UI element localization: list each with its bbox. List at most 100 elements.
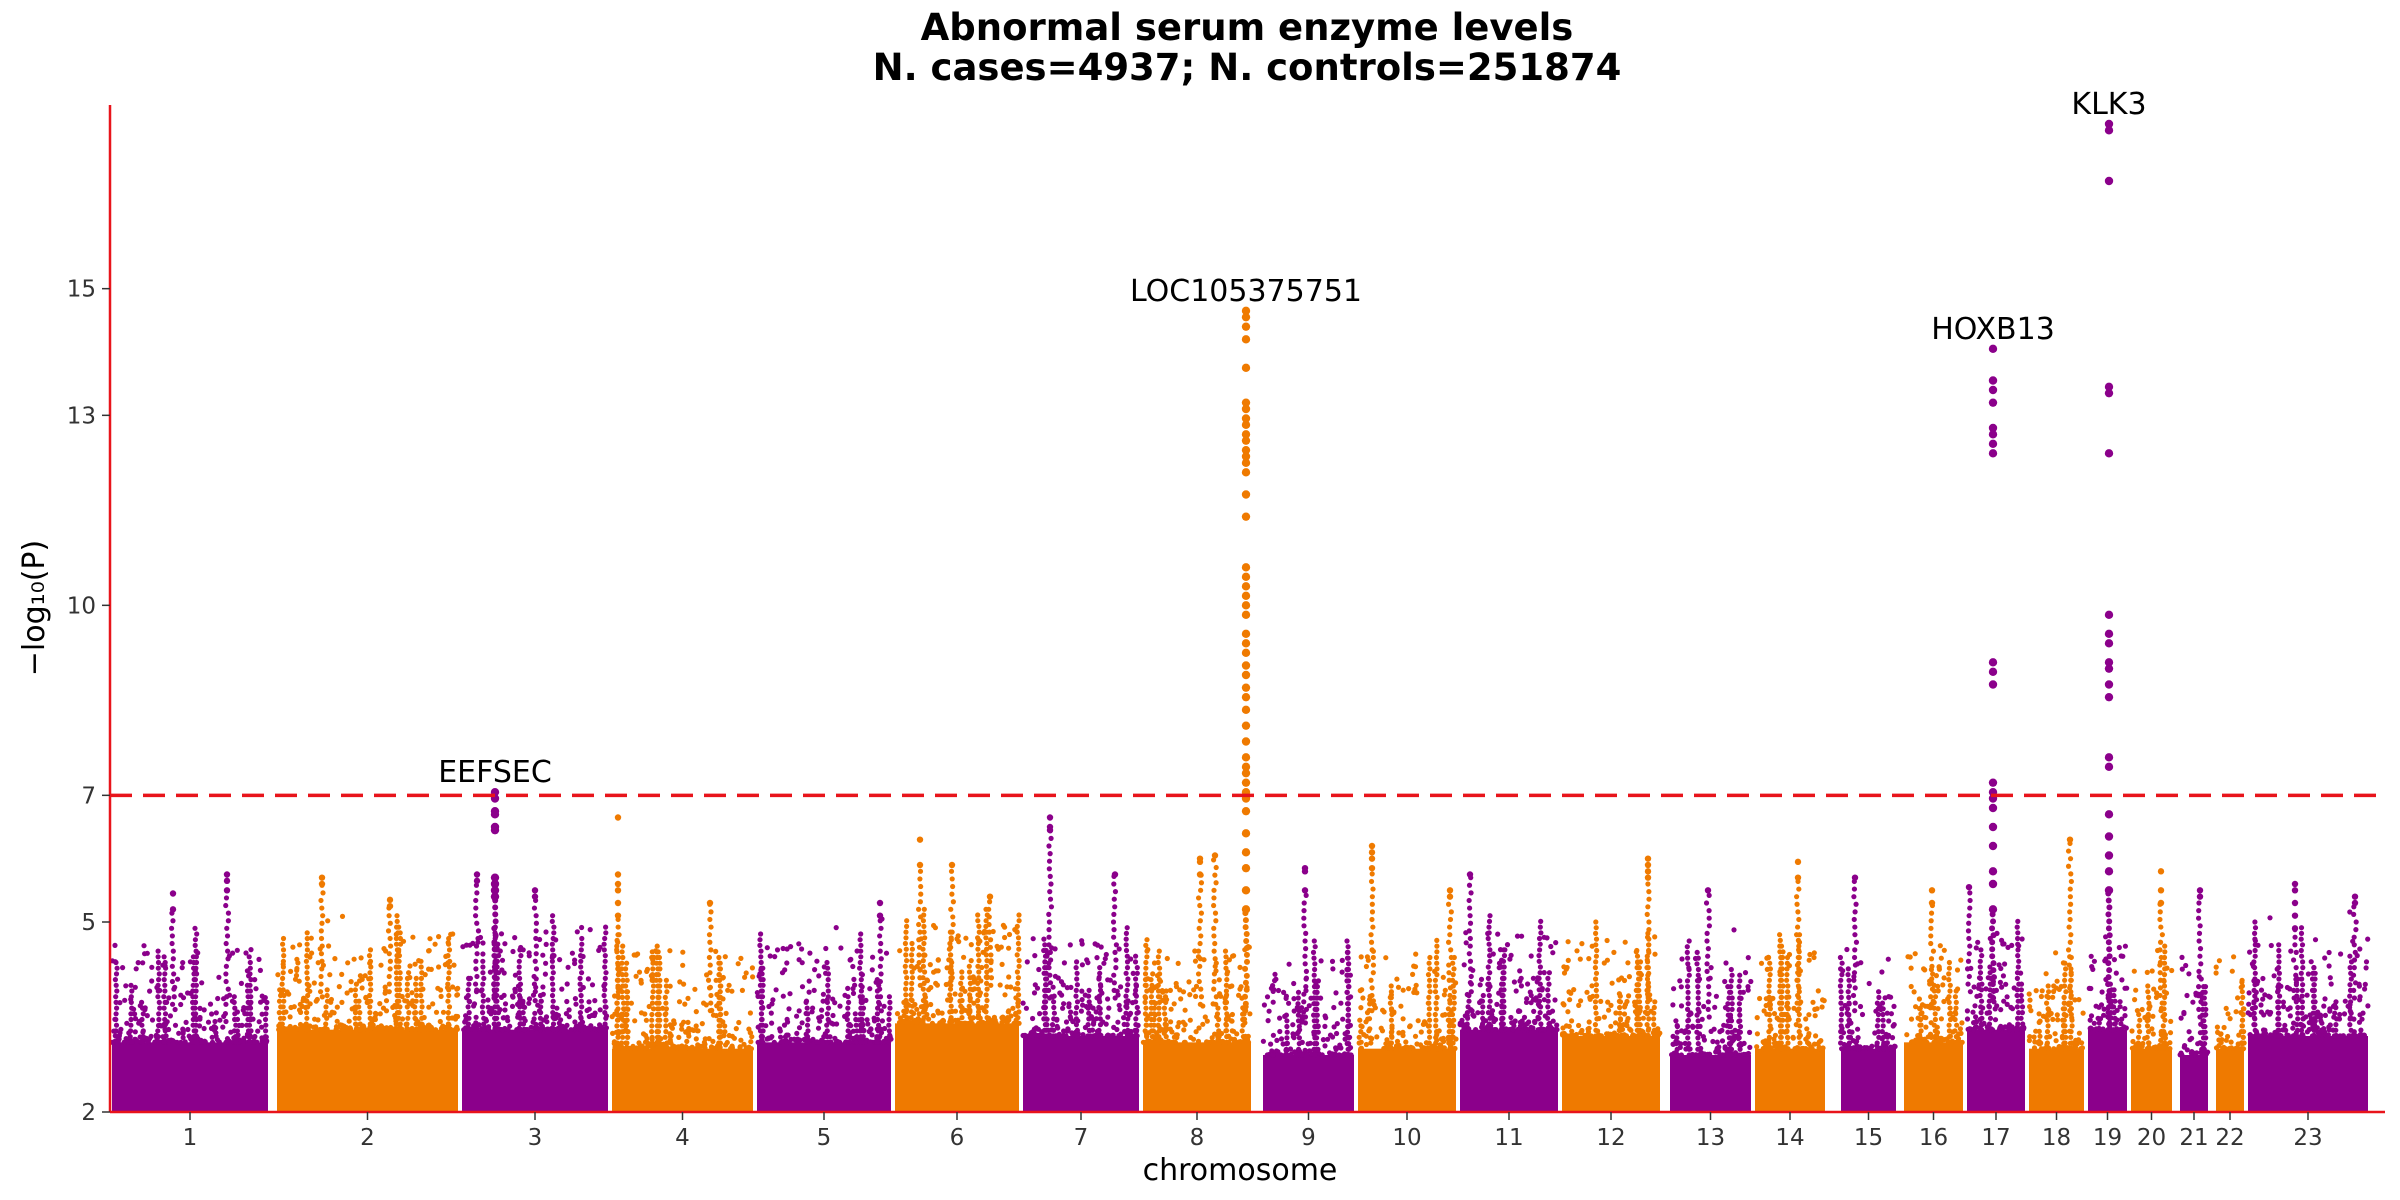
snp-point bbox=[1387, 1000, 1393, 1006]
snp-point bbox=[937, 1020, 943, 1026]
snp-point bbox=[512, 935, 518, 941]
snp-point bbox=[760, 1005, 766, 1011]
snp-point bbox=[1333, 1046, 1339, 1052]
snp-point bbox=[2063, 1034, 2069, 1040]
snp-point bbox=[769, 1020, 775, 1026]
snp-point bbox=[1866, 980, 1872, 987]
snp-point bbox=[253, 986, 259, 992]
snp-point bbox=[1972, 1003, 1978, 1009]
snp-point bbox=[975, 946, 981, 952]
snp-point bbox=[649, 1034, 655, 1040]
snp-point bbox=[1433, 1006, 1440, 1012]
snp-point bbox=[232, 1034, 238, 1040]
snp-point bbox=[921, 1015, 927, 1021]
snp-point bbox=[620, 983, 626, 989]
snp-point bbox=[132, 1011, 138, 1017]
chromosome-band-15 bbox=[1841, 1048, 1896, 1113]
snp-point bbox=[1206, 1039, 1212, 1045]
snp-point bbox=[1568, 1032, 1575, 1038]
snp-point bbox=[1671, 986, 1677, 992]
snp-point bbox=[2043, 971, 2049, 977]
snp-point bbox=[624, 960, 630, 966]
snp-point bbox=[858, 988, 865, 994]
snp-point bbox=[550, 970, 556, 976]
snp-point bbox=[1586, 1019, 1592, 1025]
snp-point bbox=[1979, 1027, 1985, 1033]
snp-point bbox=[1713, 993, 1719, 999]
snp-point bbox=[621, 1000, 627, 1006]
snp-point bbox=[1644, 1022, 1650, 1028]
snp-point bbox=[1096, 1027, 1102, 1033]
snp-point bbox=[1838, 1029, 1844, 1035]
snp-point bbox=[2014, 992, 2020, 999]
snp-point bbox=[2062, 1029, 2068, 1035]
snp-point bbox=[1685, 1018, 1691, 1024]
snp-point bbox=[162, 971, 168, 977]
snp-point bbox=[1394, 1046, 1400, 1052]
snp-point bbox=[1579, 941, 1585, 947]
snp-point bbox=[2062, 1006, 2068, 1012]
snp-point bbox=[656, 1023, 663, 1029]
chromosome-band-2 bbox=[277, 1029, 458, 1113]
snp-point bbox=[620, 977, 626, 983]
snp-point bbox=[1879, 969, 1885, 975]
snp-point bbox=[2020, 1021, 2026, 1027]
snp-point bbox=[1156, 948, 1162, 954]
snp-point bbox=[1311, 1046, 1317, 1052]
snp-point bbox=[614, 1040, 620, 1046]
snp-point bbox=[1414, 990, 1420, 996]
snp-point bbox=[1857, 1003, 1864, 1010]
snp-point bbox=[1086, 1004, 1092, 1011]
snp-point bbox=[1163, 1022, 1169, 1028]
snp-point bbox=[263, 1005, 270, 1011]
snp-point bbox=[1296, 1035, 1302, 1041]
snp-point bbox=[857, 994, 863, 1000]
snp-point bbox=[1592, 1004, 1599, 1011]
snp-point bbox=[958, 992, 964, 998]
snp-point bbox=[1312, 1006, 1318, 1013]
snp-point bbox=[1992, 1017, 1999, 1023]
snp-point bbox=[1767, 1000, 1773, 1006]
snp-point bbox=[1874, 1040, 1880, 1046]
snp-point bbox=[644, 966, 651, 973]
snp-point bbox=[1389, 1011, 1395, 1018]
snp-point bbox=[1193, 1029, 1199, 1035]
snp-point bbox=[669, 1024, 675, 1030]
snp-point bbox=[404, 1021, 410, 1027]
snp-point bbox=[1450, 960, 1456, 966]
snp-point bbox=[1426, 994, 1432, 1001]
snp-point bbox=[231, 994, 237, 1000]
snp-point bbox=[1134, 970, 1140, 976]
snp-point bbox=[650, 960, 656, 966]
snp-point bbox=[2069, 1023, 2075, 1029]
snp-point bbox=[499, 957, 506, 963]
snp-point bbox=[1264, 994, 1271, 1000]
snp-point bbox=[1142, 994, 1148, 1000]
snp-point bbox=[1064, 985, 1070, 991]
snp-point bbox=[1537, 1027, 1543, 1033]
snp-point bbox=[620, 954, 626, 961]
snp-point bbox=[381, 946, 387, 952]
snp-point bbox=[262, 1034, 268, 1040]
snp-point bbox=[1685, 955, 1691, 961]
snp-point bbox=[155, 1028, 161, 1034]
snp-point bbox=[550, 1010, 556, 1016]
snp-point bbox=[180, 995, 187, 1001]
snp-point bbox=[1216, 977, 1222, 983]
snp-point bbox=[1156, 1011, 1162, 1017]
snp-point bbox=[558, 1017, 564, 1023]
snp-point bbox=[220, 1024, 226, 1030]
snp-point bbox=[1346, 1041, 1352, 1047]
snp-point bbox=[124, 1020, 130, 1026]
snp-point bbox=[1358, 954, 1364, 960]
snp-point bbox=[717, 1017, 724, 1023]
snp-point bbox=[348, 987, 354, 993]
snp-point bbox=[662, 1011, 668, 1018]
snp-point bbox=[1637, 1027, 1643, 1033]
snp-point bbox=[280, 975, 286, 982]
snp-point bbox=[1016, 946, 1022, 952]
snp-point bbox=[1766, 1011, 1772, 1018]
snp-point bbox=[304, 935, 310, 942]
snp-point bbox=[602, 1010, 608, 1016]
snp-point bbox=[903, 946, 909, 952]
